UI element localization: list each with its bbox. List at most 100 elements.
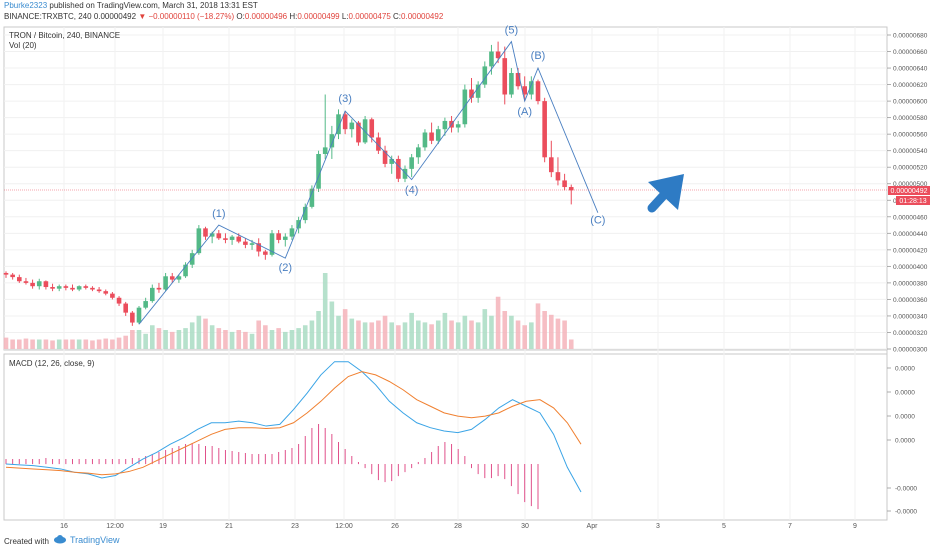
time-tick-label: 3 [656,523,660,530]
price-tick-label: 0.00000360 [893,297,928,304]
volume-bar [562,320,567,349]
price-change: ▼ −0.00000110 (−18.27%) [138,12,235,21]
candle-body [369,119,375,138]
price-tick-label: 0.00000300 [893,347,928,354]
volume-bar [10,339,15,349]
volume-bar [369,322,375,349]
volume-bar [342,309,348,349]
volume-bar [409,312,414,349]
footer: Created with TradingView [0,532,932,550]
candle-body [196,228,202,254]
volume-bar [36,339,42,349]
volume-bar [136,330,142,349]
time-tick-label: 28 [454,523,462,530]
candle-body [236,236,242,242]
price-tick-label: 0.00000440 [893,231,928,238]
volume-bar [183,328,188,349]
tradingview-brand[interactable]: TradingView [70,535,120,545]
candle-body [103,291,109,294]
high-value: 0.00000499 [297,12,340,21]
price-axis-ticks: 0.00000300 0.00000320 0.00000340 0.00000360… [887,33,928,354]
candle-body [462,89,468,125]
volume-bar [289,330,295,349]
candle-body [23,281,29,283]
candle-body [302,206,308,221]
macd-tick-label: -0.0000 [895,486,917,493]
volume-bar [362,322,368,349]
volume-bar [216,328,222,349]
volume-bar [70,339,75,349]
candle-body [422,132,428,148]
volume-bar [203,318,208,349]
candle-body [96,289,102,292]
candle-body [495,51,501,59]
candle-body [515,73,521,87]
volume-bar [296,328,301,349]
chart-canvas[interactable]: (1)(2)(3)(4)(5)(A)(B)(C) 0.000003000.000… [0,0,932,532]
candle-body [249,243,255,245]
volume-bar [316,311,321,349]
candle-body [442,120,448,130]
candle-body [568,187,574,191]
last-price: 0.00000492 [93,12,137,21]
low-label: L: [341,12,349,21]
macd-axis-ticks: 0.0000 0.0000 0.0000 0.0000 -0.0000 -0.0000 [887,366,917,516]
candle-body [263,251,268,255]
wave-label: (A) [517,106,532,118]
time-tick-label: 30 [521,523,529,530]
time-tick-label: 26 [391,523,399,530]
candle-body [176,276,182,280]
price-pane-border [3,26,888,351]
volume-bar [30,339,35,349]
volume-bar [402,322,408,349]
volume-bar [143,333,148,349]
candle-body [529,81,534,95]
volume-bar [529,322,534,349]
candle-body [362,119,368,143]
candle-body [382,150,388,164]
candle-body [189,253,195,265]
publish-line: Pburke2323 published on TradingView.com,… [4,1,258,11]
close-value: 0.00000492 [401,12,444,21]
volume-bar [382,315,388,349]
volume-bars [3,273,574,349]
candle-body [110,293,115,298]
candle-body [256,243,261,252]
volume-label: Vol (20) [9,41,37,50]
time-tick-label: 21 [225,523,233,530]
volume-bar [555,318,561,349]
macd-tick-label: 0.0000 [895,390,915,397]
time-tick-label: 5 [722,523,726,530]
price-tick-label: 0.00000380 [893,280,928,287]
macd-pane-title: MACD (12, 26, close, 9) [9,359,95,368]
volume-bar [449,320,454,349]
price-tick-label: 0.00000600 [893,99,928,106]
volume-bar [515,320,521,349]
candle-body [322,147,328,154]
candle-body [36,281,42,287]
volume-bar [169,331,175,349]
candle-body [3,272,9,275]
candle-body [136,307,142,323]
candle-body [469,89,474,98]
volume-bar [283,331,288,349]
price-tick-label: 0.00000660 [893,49,928,56]
volume-bar [509,315,514,349]
volume-bar [422,322,428,349]
author-link[interactable]: Pburke2323 [4,1,48,10]
candle-body [150,287,155,302]
candle-body [435,129,441,141]
price-tick-label: 0.00000680 [893,33,928,40]
candle-body [549,157,554,173]
candle-body [156,287,162,290]
macd-indicator [5,361,582,510]
candle-body [535,81,541,102]
time-tick-label: 7 [788,523,792,530]
candle-body [542,101,547,158]
candle-body [309,188,315,207]
volume-bar [176,330,182,349]
volume-bar [43,339,49,349]
volume-bar [150,325,155,349]
candle-body [30,282,35,287]
price-tick-label: 0.00000560 [893,132,928,139]
